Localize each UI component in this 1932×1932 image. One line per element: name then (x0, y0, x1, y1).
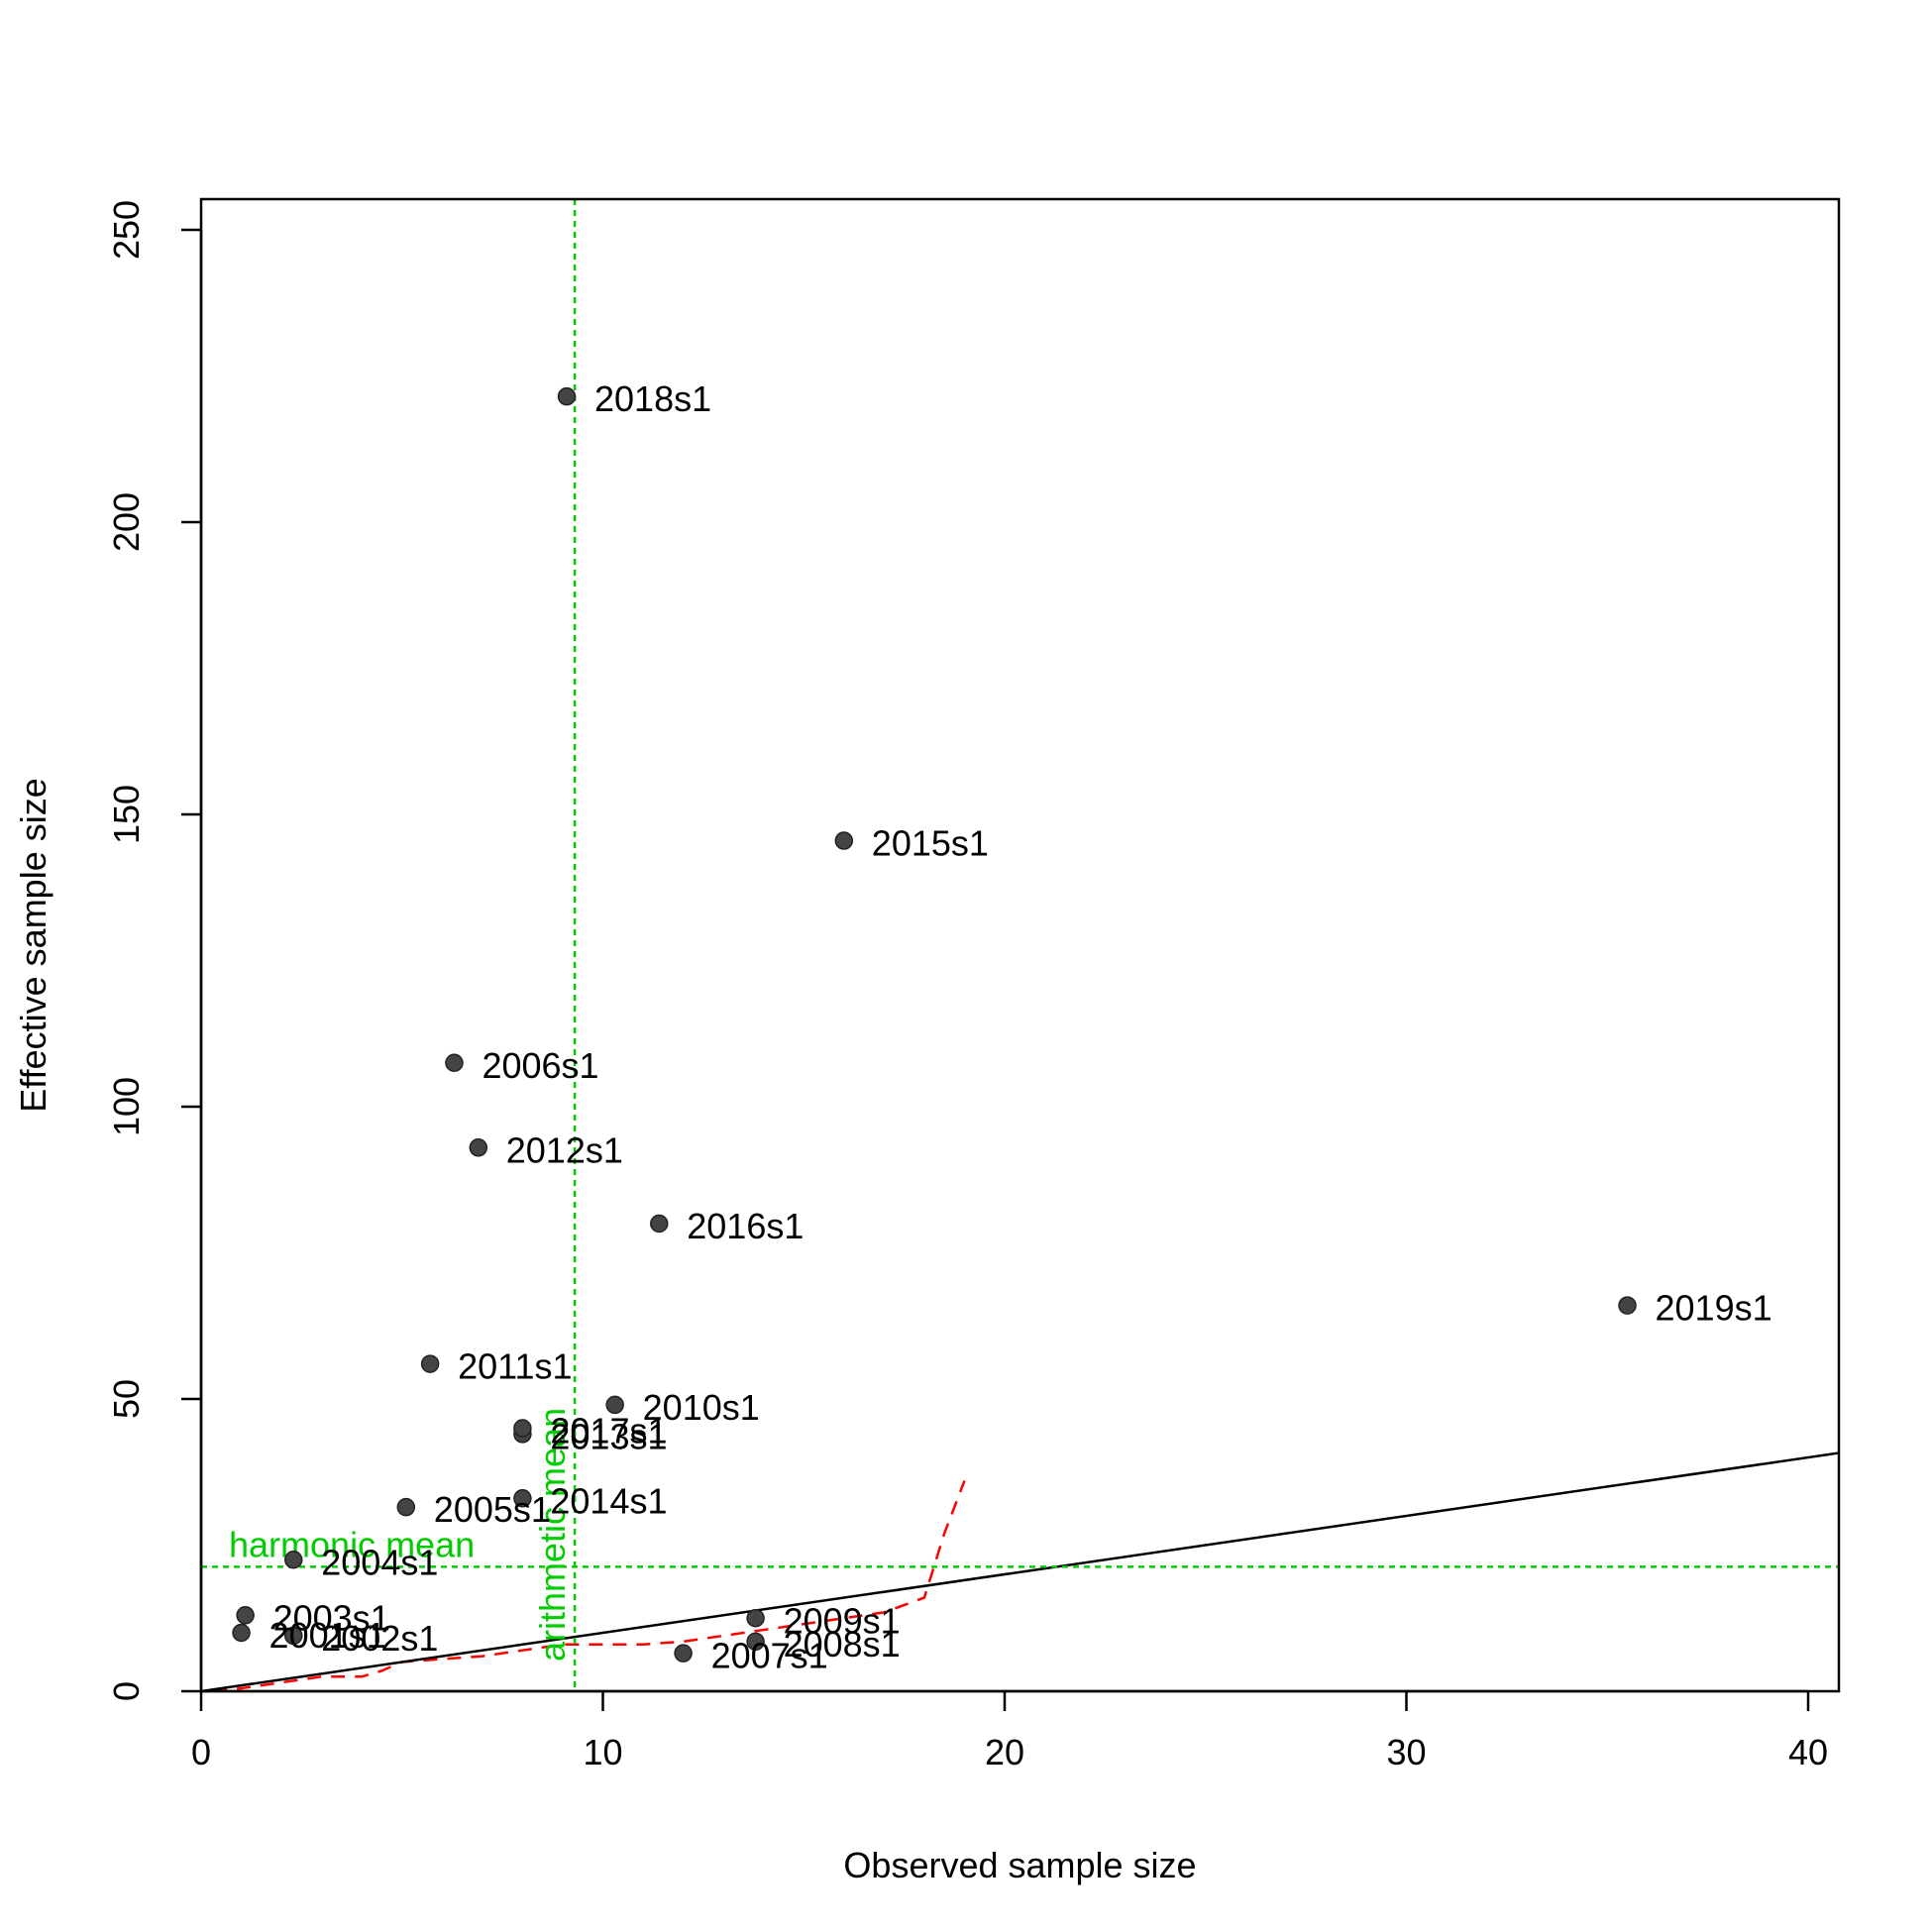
identity-line-group (201, 1451, 1839, 1691)
point-2018s1 (557, 386, 577, 406)
point-2003s1 (236, 1606, 255, 1625)
x-tick-label-30: 30 (1386, 1732, 1426, 1772)
point-label-2003s1: 2003s1 (273, 1597, 390, 1638)
point-2002s1 (284, 1626, 303, 1646)
identity-line (201, 1451, 1839, 1691)
x-axis-title: Observed sample size (843, 1845, 1196, 1885)
smoother-line (213, 1480, 966, 1693)
y-tick-label-150: 150 (106, 785, 147, 844)
y-axis: 0 50 100 150 200 250 (106, 200, 203, 1701)
point-2004s1 (284, 1551, 303, 1569)
point-label-2010s1: 2010s1 (643, 1387, 760, 1428)
point-2014s1 (513, 1489, 532, 1508)
point-label-2009s1: 2009s1 (784, 1600, 901, 1641)
point-2006s1 (445, 1053, 464, 1072)
point-2010s1 (605, 1395, 624, 1415)
point-2001s1 (232, 1623, 251, 1643)
x-tick-label-10: 10 (583, 1732, 622, 1772)
point-label-2012s1: 2012s1 (506, 1129, 623, 1170)
point-label-2016s1: 2016s1 (687, 1206, 804, 1246)
point-label-2017s1: 2017s1 (550, 1411, 667, 1451)
point-label-2014s1: 2014s1 (550, 1480, 667, 1521)
point-label-2002s1: 2002s1 (321, 1618, 438, 1659)
x-tick-label-20: 20 (985, 1732, 1024, 1772)
point-2015s1 (834, 831, 854, 850)
y-tick-label-50: 50 (106, 1379, 147, 1419)
x-tick-label-40: 40 (1788, 1732, 1828, 1772)
y-axis-title: Effective sample size (13, 778, 54, 1112)
point-label-2005s1: 2005s1 (434, 1489, 551, 1530)
point-label-2006s1: 2006s1 (482, 1045, 598, 1086)
y-tick-label-250: 250 (106, 200, 147, 260)
data-points-group (232, 386, 1637, 1663)
point-label-2004s1: 2004s1 (321, 1542, 438, 1582)
point-label-2013s1: 2013s1 (550, 1416, 667, 1456)
point-2008s1 (746, 1632, 765, 1652)
y-tick-label-100: 100 (106, 1077, 147, 1136)
harmonic-mean-label: harmonic mean (229, 1524, 475, 1564)
point-2016s1 (650, 1214, 669, 1234)
x-tick-label-0: 0 (191, 1732, 211, 1772)
point-2017s1 (513, 1419, 532, 1438)
point-2011s1 (420, 1354, 440, 1373)
point-2009s1 (746, 1609, 765, 1628)
point-label-2019s1: 2019s1 (1656, 1288, 1772, 1329)
point-label-2001s1: 2001s1 (269, 1615, 386, 1656)
smoother-curve-group (213, 1480, 966, 1693)
point-label-2011s1: 2011s1 (458, 1346, 572, 1387)
point-label-2007s1: 2007s1 (711, 1636, 828, 1676)
point-2005s1 (396, 1497, 416, 1517)
point-label-2018s1: 2018s1 (594, 378, 711, 419)
plot-frame (199, 197, 1841, 1693)
point-2019s1 (1618, 1296, 1637, 1315)
y-tick-label-200: 200 (106, 492, 147, 552)
x-axis: 0 10 20 30 40 (191, 1689, 1828, 1772)
arithmetic-mean-label: arithmetic mean (532, 1408, 573, 1662)
point-label-2008s1: 2008s1 (784, 1624, 901, 1664)
y-tick-label-0: 0 (106, 1681, 147, 1701)
point-2012s1 (469, 1138, 488, 1157)
point-label-2015s1: 2015s1 (872, 823, 989, 864)
reference-lines-group: harmonic mean arithmetic mean (201, 199, 1839, 1691)
point-2007s1 (674, 1644, 693, 1663)
